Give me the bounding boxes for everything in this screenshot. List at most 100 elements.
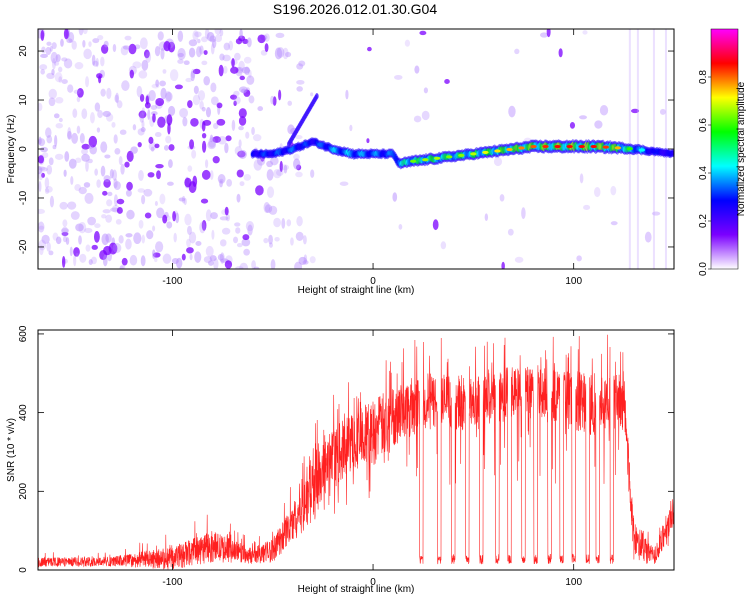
spectrogram-noise-blob — [209, 255, 217, 262]
spectrogram-noise-blob — [444, 79, 450, 84]
spectrogram-noise-blob — [190, 68, 196, 79]
spectrogram-noise-blob — [140, 127, 146, 133]
spectrogram-noise-blob — [166, 114, 173, 126]
spectrogram-noise-blob — [198, 90, 206, 101]
y-tick-label: 20 — [18, 45, 29, 57]
spectrogram-noise-blob — [38, 166, 46, 171]
spectrogram-noise-blob — [187, 165, 193, 172]
spectrogram-noise-blob — [162, 214, 168, 224]
spectrogram-noise-blob — [172, 210, 176, 222]
spectrogram-noise-blob — [72, 108, 78, 119]
colorbar-label: Normalized spectral amplitude — [736, 81, 747, 216]
spectrogram-noise-blob — [52, 144, 57, 150]
spectrogram-noise-blob — [199, 221, 206, 234]
spectrogram-noise-blob — [81, 153, 90, 162]
spectrogram-noise-blob — [246, 75, 255, 85]
spectrogram-noise-blob — [188, 231, 197, 244]
spectrogram-noise-blob — [137, 142, 142, 148]
spectrogram-noise-blob — [113, 178, 118, 189]
spectrogram-noise-blob — [53, 61, 60, 66]
spectrogram-noise-blob — [203, 75, 211, 86]
spectrogram-noise-blob — [210, 96, 219, 106]
spectrogram-noise-blob — [109, 169, 114, 179]
spectrogram-noise-blob — [484, 213, 489, 221]
spectrogram-noise-blob — [58, 117, 63, 123]
spectrogram-noise-blob — [404, 39, 411, 47]
spectrogram-noise-blob — [296, 86, 303, 92]
x-tick-label: -100 — [162, 577, 182, 588]
spectrogram-noise-blob — [61, 228, 70, 233]
spectrogram-noise-blob — [183, 198, 187, 206]
ridge-peak — [650, 149, 658, 154]
spectrogram-noise-blob — [231, 119, 236, 132]
ridge-peak — [458, 153, 465, 157]
spectrogram-noise-blob — [181, 195, 186, 204]
spectrogram-noise-blob — [189, 139, 195, 150]
spectrogram-noise-blob — [136, 85, 143, 98]
spectrogram-noise-blob — [132, 61, 142, 69]
spectrogram-noise-blob — [546, 29, 551, 38]
y-tick-label: 600 — [18, 325, 29, 342]
spectrogram-noise-blob — [41, 46, 46, 54]
spectrogram-noise-blob — [58, 76, 63, 83]
spectrogram-noise-blob — [143, 49, 150, 59]
spectrogram-noise-blob — [276, 47, 285, 58]
spectrogram-noise-blob — [186, 238, 191, 248]
spectrogram-noise-blob — [233, 100, 237, 107]
spectrogram-noise-blob — [280, 164, 290, 171]
spectrogram-noise-blob — [76, 96, 81, 103]
spectrogram-noise-blob — [238, 149, 247, 159]
spectrogram-noise-blob — [140, 255, 146, 267]
spectrogram-noise-blob — [228, 40, 234, 51]
spectrogram-noise-blob — [238, 139, 242, 148]
spectrogram-noise-blob — [40, 146, 48, 153]
spectrogram-noise-blob — [283, 164, 288, 174]
spectrogram-noise-blob — [139, 37, 148, 50]
spectrogram-noise-blob — [50, 51, 58, 64]
colorbar-tick-label: 0.4 — [698, 166, 709, 180]
spectrogram-noise-blob — [246, 37, 252, 48]
spectrogram-noise-blob — [367, 46, 372, 52]
spectrogram-noise-blob — [141, 120, 145, 129]
spectrogram-noise-blob — [201, 120, 206, 132]
spectrogram-noise-blob — [138, 170, 144, 182]
spectrogram-noise-blob — [168, 159, 173, 169]
ridge-peak — [626, 147, 634, 151]
spectrogram-noise-blob — [155, 97, 165, 107]
spectrogram-noise-blob — [224, 142, 229, 154]
spectrogram-noise-blob — [295, 231, 304, 242]
spectrogram-noise-blob — [125, 189, 132, 197]
spectrogram-noise-blob — [287, 100, 293, 106]
spectrogram-noise-blob — [282, 47, 289, 60]
spectrogram-noise-blob — [270, 95, 275, 105]
spectrogram-noise-blob — [40, 69, 45, 75]
spectrogram-noise-blob — [46, 72, 55, 80]
spectrogram-noise-blob — [238, 125, 244, 131]
spectrogram-noise-blob — [257, 106, 264, 112]
spectrogram-noise-blob — [92, 60, 99, 67]
spectrogram-noise-blob — [243, 173, 252, 181]
spectrogram-noise-blob — [44, 188, 50, 194]
spectrogram-noise-blob — [100, 88, 106, 97]
spectrogram-noise-blob — [339, 181, 349, 186]
colorbar-tick-label: 0.0 — [698, 262, 709, 276]
spectrogram-noise-blob — [78, 186, 87, 195]
spectrogram-noise-blob — [165, 135, 172, 144]
spectrogram-noise-blob — [264, 33, 270, 42]
spectrogram-noise-blob — [89, 144, 97, 155]
spectrogram-noise-blob — [81, 108, 88, 120]
spectrogram-noise-blob — [38, 138, 46, 147]
spectrogram-noise-blob — [102, 254, 108, 267]
spectrogram-noise-blob — [163, 41, 171, 52]
spectrogram-noise-blob — [154, 200, 158, 207]
spectrogram-noise-blob — [302, 235, 307, 245]
x-tick-label: 0 — [370, 276, 376, 287]
spectrogram-noise-blob — [71, 40, 77, 50]
spectrogram-noise-blob — [97, 34, 104, 41]
spectrogram-noise-blob — [187, 100, 193, 109]
spectrogram-noise-blob — [155, 163, 164, 169]
spectrogram-noise-blob — [48, 250, 54, 256]
spectrogram-noise-blob — [224, 260, 233, 269]
snr-y-axis-label: SNR (10 * v/v) — [6, 418, 17, 482]
spectrogram-noise-blob — [85, 160, 89, 172]
